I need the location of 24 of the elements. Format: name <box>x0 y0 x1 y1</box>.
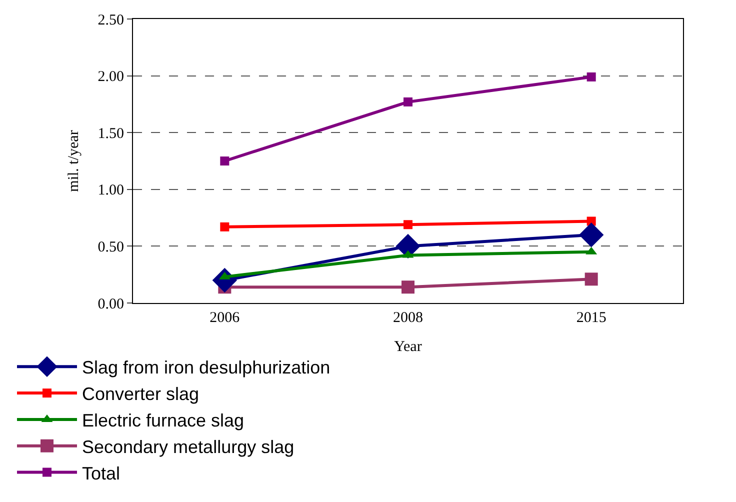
point <box>402 280 414 294</box>
x-tick-label: 2008 <box>393 310 423 326</box>
point <box>586 72 596 82</box>
x-tick-label: 2006 <box>210 310 240 326</box>
y-tick-label: 0.00 <box>98 296 124 312</box>
point <box>404 97 412 106</box>
x-tick-label: 2015 <box>576 310 606 326</box>
point <box>220 222 230 232</box>
legend-label: Secondary metallurgy slag <box>82 436 294 457</box>
y-tick-label: 1.00 <box>98 182 124 199</box>
point <box>584 272 598 286</box>
legend-label: Electric furnace slag <box>82 410 244 430</box>
point <box>220 156 230 166</box>
y-tick-label: 2.50 <box>98 12 124 28</box>
x-axis-title: Year <box>394 339 422 355</box>
point <box>578 222 604 248</box>
y-tick-label: 0.50 <box>98 239 124 256</box>
point <box>404 220 412 230</box>
legend-label: Total <box>82 463 120 484</box>
y-axis-title: mil. t/year <box>66 130 82 192</box>
legend-label: Slag from iron desulphurization <box>82 358 330 378</box>
y-tick-label: 1.50 <box>98 126 124 142</box>
y-tick-label: 2.00 <box>98 69 124 86</box>
legend-label: Converter slag <box>82 384 200 404</box>
